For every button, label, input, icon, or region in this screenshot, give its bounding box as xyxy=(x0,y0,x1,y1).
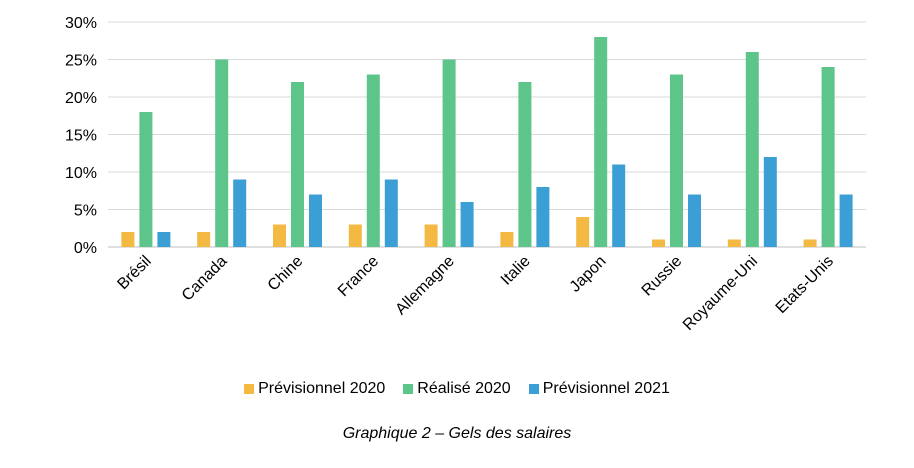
bar xyxy=(612,164,626,247)
legend-swatch xyxy=(528,384,539,394)
x-category-label: Russie xyxy=(639,253,686,300)
y-tick-label: 20% xyxy=(65,90,97,107)
bar xyxy=(233,179,247,247)
bar xyxy=(536,187,550,247)
x-category-label: Italie xyxy=(498,253,534,289)
y-tick-label: 0% xyxy=(74,240,97,257)
x-category-label: Royaume-Uni xyxy=(680,253,761,334)
bar xyxy=(460,202,474,247)
bar xyxy=(215,59,229,247)
bar-chart: 0% 5% 10% 15% 20% 25% 30% Brésil Canada Chine Fra… xyxy=(65,15,866,334)
bar xyxy=(688,194,701,247)
bar xyxy=(121,232,135,247)
bar xyxy=(670,74,683,247)
x-category-label: Brésil xyxy=(114,253,154,293)
bar xyxy=(576,217,590,247)
bars xyxy=(121,37,853,247)
x-category-label: Canada xyxy=(179,253,231,305)
legend-swatch xyxy=(244,384,255,394)
bar xyxy=(442,59,456,247)
legend-item-previsionnel-2021: Prévisionnel 2021 xyxy=(528,380,670,398)
y-tick-label: 25% xyxy=(65,53,97,70)
y-axis-tick-labels: 0% 5% 10% 15% 20% 25% 30% xyxy=(65,15,97,257)
legend-item-previsionnel-2020: Prévisionnel 2020 xyxy=(244,380,385,398)
y-tick-label: 15% xyxy=(65,128,97,145)
x-category-label: Japon xyxy=(567,253,610,296)
y-tick-label: 5% xyxy=(74,203,97,220)
legend-label: Prévisionnel 2021 xyxy=(542,380,670,397)
bar xyxy=(763,157,777,247)
legend-item-realise-2020: Réalisé 2020 xyxy=(403,380,511,398)
bar xyxy=(803,239,817,247)
legend-label: Prévisionnel 2020 xyxy=(258,380,386,397)
bar xyxy=(139,112,153,247)
y-tick-label: 30% xyxy=(65,15,97,32)
bar xyxy=(424,224,438,247)
x-category-label: Chine xyxy=(265,253,307,295)
x-category-label: Allemagne xyxy=(392,253,458,319)
bar xyxy=(500,232,514,247)
bar xyxy=(745,52,759,247)
bar xyxy=(348,224,362,247)
figure-caption: Graphique 2 – Gels des salaires xyxy=(342,425,572,442)
legend-label: Réalisé 2020 xyxy=(417,380,511,397)
legend: Prévisionnel 2020 Réalisé 2020 Prévision… xyxy=(0,380,914,398)
bar xyxy=(839,194,853,247)
legend-swatch xyxy=(403,384,414,394)
bar xyxy=(652,239,665,247)
bar xyxy=(197,232,211,247)
bar xyxy=(157,232,171,247)
bar xyxy=(309,194,322,247)
bar xyxy=(273,224,286,247)
bar xyxy=(291,82,304,247)
x-axis-category-labels: Brésil Canada Chine France Allemagne Italie Ja… xyxy=(114,253,837,334)
bar xyxy=(384,179,398,247)
x-category-label: Etats-Unis xyxy=(773,253,837,317)
bar xyxy=(727,239,741,247)
y-tick-label: 10% xyxy=(65,165,97,182)
x-category-label: France xyxy=(335,253,382,300)
bar xyxy=(821,67,835,247)
bar xyxy=(366,74,380,247)
bar xyxy=(518,82,532,247)
bar xyxy=(594,37,608,247)
